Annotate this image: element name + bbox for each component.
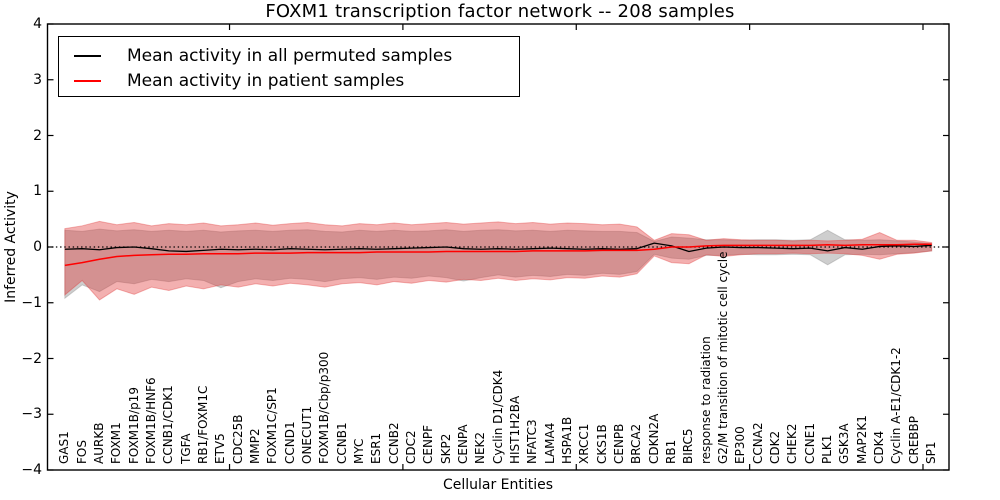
x-tick-label: FOXM1B/p19 <box>126 387 141 464</box>
x-tick-label: Cyclin A-E1/CDK1-2 <box>889 347 904 464</box>
x-axis-label: Cellular Entities <box>442 477 554 493</box>
permuted-line-swatch <box>74 54 101 57</box>
x-tick-label: XRCC1 <box>577 423 592 464</box>
x-tick-label: ETV5 <box>213 433 228 464</box>
x-tick-label: GSK3A <box>837 423 852 464</box>
x-tick-label: CDC25B <box>230 414 245 465</box>
patient-mean-line <box>64 243 932 267</box>
x-tick-label: CENPA <box>456 424 471 464</box>
permuted-mean-line <box>64 242 932 253</box>
x-tick-label: CHEK2 <box>785 423 800 465</box>
x-tick-label: LAMA4 <box>542 422 557 464</box>
x-tick-label: SP1 <box>924 441 939 465</box>
x-tick-label: RB1 <box>664 439 679 464</box>
y-tick-label: 3 <box>33 71 42 88</box>
y-tick-label: −4 <box>21 462 42 478</box>
y-tick-label: 4 <box>33 16 42 32</box>
legend-item-patient: Mean activity in patient samples <box>74 68 519 93</box>
x-tick-label: PLK1 <box>820 434 835 464</box>
permuted-std-band <box>64 228 933 300</box>
x-tick-label: FOS <box>74 440 89 464</box>
x-tick-label: NFATC3 <box>525 419 540 464</box>
legend: Mean activity in all permuted samples Me… <box>58 36 520 97</box>
x-tick-label: AURKB <box>92 422 106 464</box>
x-tick-label: TGFA <box>178 433 193 464</box>
x-tick-label: Cyclin D1/CDK4 <box>490 369 505 464</box>
x-tick-label: FOXM1B/Cbp/p300 <box>317 351 332 464</box>
x-tick-label: MYC <box>352 438 367 464</box>
x-tick-label: GAS1 <box>57 431 72 464</box>
x-tick-label: CCNB2 <box>386 422 401 464</box>
x-tick-label: CREBBP <box>906 416 921 464</box>
x-tick-label: CCNA2 <box>750 422 765 464</box>
x-tick-label: CCNE1 <box>802 423 817 464</box>
x-tick-label: BRCA2 <box>629 423 644 464</box>
x-tick-label: response to radiation <box>698 336 713 464</box>
legend-label-permuted: Mean activity in all permuted samples <box>127 45 453 66</box>
legend-item-permuted: Mean activity in all permuted samples <box>74 43 519 68</box>
x-tick-label: CCND1 <box>282 421 297 464</box>
x-tick-label: CKS1B <box>594 424 609 464</box>
x-tick-label: CCNB1 <box>334 422 349 464</box>
y-tick-label: 0 <box>33 239 42 255</box>
x-tick-label: MAP2K1 <box>854 415 869 464</box>
y-tick-label: 1 <box>33 183 42 200</box>
y-tick-label: −1 <box>21 294 42 311</box>
x-tick-label: CCNB1/CDK1 <box>161 385 176 464</box>
x-tick-label: BIRC5 <box>681 428 696 464</box>
x-tick-label: ONECUT1 <box>300 405 315 464</box>
y-tick-label: −3 <box>21 406 42 423</box>
x-tick-label: G2/M transition of mitotic cell cycle <box>716 251 731 464</box>
x-tick-label: CDC2 <box>404 430 419 464</box>
x-tick-label: ESR1 <box>369 432 384 464</box>
patient-line-swatch <box>74 79 101 82</box>
x-tick-label: MMP2 <box>248 428 263 464</box>
x-tick-label: FOXM1B/HNF6 <box>144 377 159 464</box>
legend-label-patient: Mean activity in patient samples <box>127 70 405 91</box>
x-tick-label: FOXM1C/SP1 <box>265 387 280 464</box>
x-tick-label: CENPF <box>421 424 436 464</box>
x-tick-label: HIST1H2BA <box>508 395 523 464</box>
chart-title: FOXM1 transcription factor network -- 20… <box>265 1 735 22</box>
y-tick-label: 2 <box>33 127 42 144</box>
patient-std-band <box>64 220 933 301</box>
x-tick-label: HSPA1B <box>560 416 575 464</box>
x-tick-label: SKP2 <box>438 433 453 464</box>
x-tick-label: CDK2 <box>768 430 783 464</box>
x-tick-label: FOXM1 <box>109 422 124 464</box>
x-tick-label: NEK2 <box>473 431 488 464</box>
x-tick-label: EP300 <box>733 426 748 464</box>
x-tick-label: CENPB <box>612 423 627 464</box>
x-tick-label: CDK4 <box>872 430 887 464</box>
x-tick-label: CDKN2A <box>646 413 661 464</box>
x-tick-label: RB1/FOXM1C <box>196 385 211 464</box>
y-tick-label: −2 <box>21 350 42 367</box>
